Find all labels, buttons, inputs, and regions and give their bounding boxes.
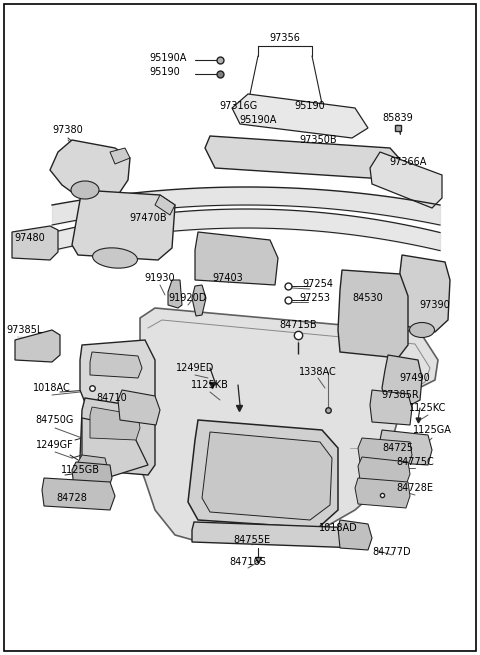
Polygon shape <box>168 280 182 308</box>
Text: 97380: 97380 <box>53 125 84 135</box>
Polygon shape <box>155 195 175 215</box>
Polygon shape <box>110 148 130 164</box>
Polygon shape <box>80 398 155 475</box>
Polygon shape <box>72 462 112 490</box>
Text: 84728: 84728 <box>57 493 87 503</box>
Polygon shape <box>195 232 278 285</box>
Polygon shape <box>78 455 108 478</box>
Polygon shape <box>72 190 175 260</box>
Text: 95190: 95190 <box>295 101 325 111</box>
Text: 1125GB: 1125GB <box>60 465 99 475</box>
Polygon shape <box>396 255 450 332</box>
Text: 84777D: 84777D <box>372 547 411 557</box>
Text: 97316G: 97316G <box>219 101 257 111</box>
Text: 84775C: 84775C <box>396 457 434 467</box>
Polygon shape <box>338 270 408 358</box>
Text: 85839: 85839 <box>383 113 413 123</box>
Polygon shape <box>192 285 206 316</box>
Polygon shape <box>358 457 410 485</box>
Text: 97480: 97480 <box>14 233 46 243</box>
Text: 1125GA: 1125GA <box>413 425 451 435</box>
Text: 97385R: 97385R <box>381 390 419 400</box>
Text: 84750G: 84750G <box>36 415 74 425</box>
Polygon shape <box>82 418 148 480</box>
Ellipse shape <box>409 322 434 337</box>
Text: 84710: 84710 <box>96 393 127 403</box>
Text: 97350B: 97350B <box>299 135 337 145</box>
Text: 84716S: 84716S <box>229 557 266 567</box>
Polygon shape <box>12 226 58 260</box>
Text: 1125KB: 1125KB <box>191 380 229 390</box>
Polygon shape <box>358 438 412 465</box>
Ellipse shape <box>93 248 137 268</box>
Text: 84725: 84725 <box>383 443 413 453</box>
Text: 95190: 95190 <box>150 67 180 77</box>
Text: 1338AC: 1338AC <box>299 367 337 377</box>
Polygon shape <box>338 520 372 550</box>
Polygon shape <box>80 340 155 420</box>
Text: 95190A: 95190A <box>240 115 276 125</box>
Text: 97254: 97254 <box>302 279 334 289</box>
Text: 84715B: 84715B <box>279 320 317 330</box>
Text: 84530: 84530 <box>353 293 384 303</box>
Polygon shape <box>232 94 368 138</box>
Text: 97490: 97490 <box>400 373 431 383</box>
Text: 97356: 97356 <box>270 33 300 43</box>
Polygon shape <box>15 330 60 362</box>
Ellipse shape <box>71 181 99 199</box>
Text: 97390: 97390 <box>420 300 450 310</box>
Text: 1249GF: 1249GF <box>36 440 74 450</box>
Text: 95190A: 95190A <box>149 53 187 63</box>
Polygon shape <box>380 430 432 465</box>
Text: 84755E: 84755E <box>233 535 271 545</box>
Polygon shape <box>90 352 142 378</box>
Polygon shape <box>50 140 130 198</box>
Polygon shape <box>370 390 412 425</box>
Polygon shape <box>205 136 408 180</box>
Text: 1018AD: 1018AD <box>319 523 358 533</box>
Text: 1249ED: 1249ED <box>176 363 214 373</box>
Text: 97403: 97403 <box>213 273 243 283</box>
Text: 97366A: 97366A <box>389 157 427 167</box>
Polygon shape <box>42 478 115 510</box>
Polygon shape <box>118 390 160 425</box>
Text: 1018AC: 1018AC <box>33 383 71 393</box>
Text: 1125KC: 1125KC <box>409 403 447 413</box>
Polygon shape <box>355 478 410 508</box>
Text: 91920D: 91920D <box>169 293 207 303</box>
Text: 84728E: 84728E <box>396 483 433 493</box>
Text: 97385L: 97385L <box>7 325 43 335</box>
Text: 97253: 97253 <box>300 293 331 303</box>
Polygon shape <box>382 355 422 408</box>
Polygon shape <box>370 152 442 208</box>
Polygon shape <box>192 522 362 548</box>
Polygon shape <box>128 308 438 542</box>
Text: 91930: 91930 <box>144 273 175 283</box>
Polygon shape <box>90 407 140 440</box>
Polygon shape <box>202 432 332 520</box>
Polygon shape <box>188 420 338 528</box>
Text: 97470B: 97470B <box>129 213 167 223</box>
